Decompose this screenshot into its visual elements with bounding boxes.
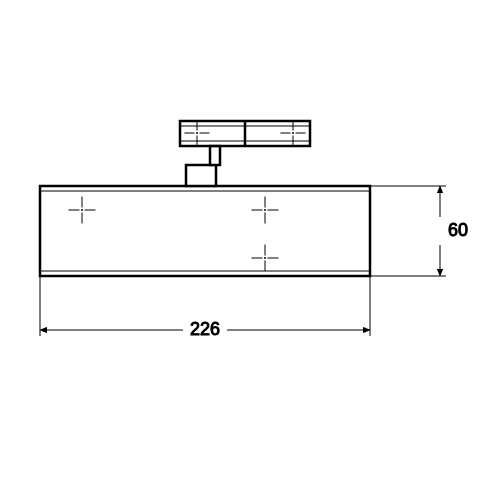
- dimensioned-drawing: 226 60: [0, 0, 500, 500]
- arm-connector: [210, 146, 220, 165]
- dimension-width-value: 226: [190, 319, 220, 339]
- main-body: [40, 186, 370, 276]
- dimension-height-value: 60: [448, 220, 468, 240]
- arm-block: [186, 165, 216, 186]
